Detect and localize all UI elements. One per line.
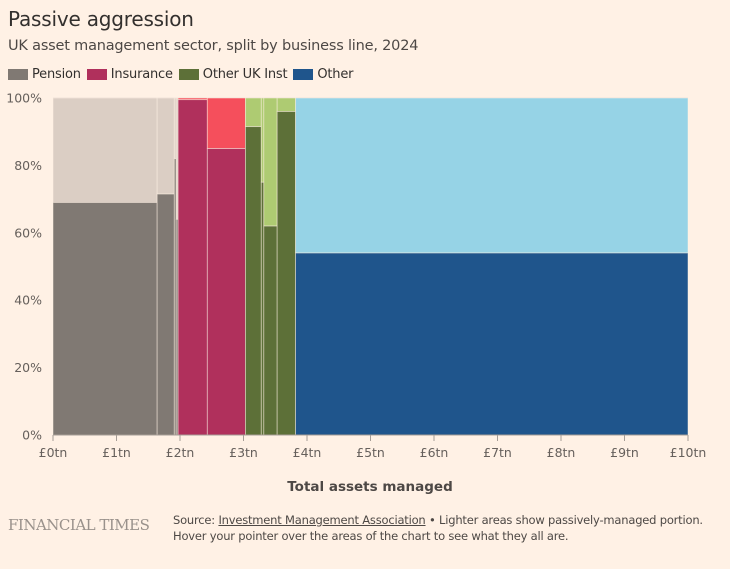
x-tick-label: £6tn [420,445,449,460]
legend-label-other: Other [317,67,354,82]
x-axis-title: Total assets managed [287,479,453,495]
segment-passive[interactable] [276,97,296,112]
source-line: Source: Investment Management Associatio… [173,512,703,528]
x-tick-label: £8tn [547,445,576,460]
segment-active[interactable] [245,126,262,436]
x-axis: £0tn £1tn £2tn £3tn £4tn £5tn £6tn £7tn £8tn £9tn… [39,434,707,460]
footer: FINANCIAL TIMES Source: Investment Manag… [8,512,703,544]
legend-swatch-other [293,69,314,80]
footer-text: Source: Investment Management Associatio… [173,512,703,544]
legend-swatch-insurance [86,69,107,80]
legend-item-pension: Pension [8,67,81,82]
y-tick-label: 40% [14,293,42,308]
y-tick-label: 60% [14,225,42,240]
segment-active[interactable] [263,225,278,436]
segment-active[interactable] [177,99,208,436]
ft-logo: FINANCIAL TIMES [8,516,150,534]
y-tick-label: 20% [14,360,42,375]
segment-passive[interactable] [206,97,246,149]
legend-item-other-uk-inst: Other UK Inst [178,67,288,82]
x-tick-label: £4tn [293,445,322,460]
x-tick-label: £3tn [229,445,258,460]
x-tick-label: £10tn [670,445,707,460]
source-link[interactable]: Investment Management Association [218,513,426,527]
y-axis: 0% 20% 40% 60% 80% 100% [6,91,42,443]
legend-label-other-uk-inst: Other UK Inst [202,67,288,82]
segment-active[interactable] [52,202,158,436]
segment-active[interactable] [156,193,175,436]
x-tick-label: £2tn [166,445,195,460]
segment-active[interactable] [206,148,246,436]
legend-item-insurance: Insurance [86,67,173,82]
source-prefix: Source: [173,513,219,527]
x-tick-label: £7tn [483,445,512,460]
segment-passive[interactable] [295,97,689,254]
legend: Pension Insurance Other UK Inst Other [8,67,359,82]
y-tick-label: 80% [14,158,42,173]
legend-item-other: Other [293,67,353,82]
source-suffix: • Lighter areas show passively-managed p… [425,513,703,527]
chart-title: Passive aggression [8,7,194,31]
hover-note: Hover your pointer over the areas of the… [173,529,569,543]
legend-label-insurance: Insurance [110,67,173,82]
segment-passive[interactable] [156,97,175,195]
segment-passive[interactable] [263,97,278,227]
y-tick-label: 100% [6,91,42,106]
y-tick-label: 0% [22,428,42,443]
segment-active[interactable] [295,252,689,436]
x-tick-label: £0tn [39,445,68,460]
x-tick-label: £5tn [356,445,385,460]
chart-subtitle: UK asset management sector, split by bus… [8,38,419,54]
segment-active[interactable] [276,111,296,436]
legend-swatch-pension [8,69,28,80]
legend-swatch-other-uk-inst [178,69,199,80]
x-tick-label: £1tn [102,445,131,460]
segment-passive[interactable] [245,97,262,128]
x-tick-label: £9tn [610,445,639,460]
chart-segments [52,97,689,436]
segment-passive[interactable] [52,97,158,203]
legend-label-pension: Pension [32,67,81,82]
